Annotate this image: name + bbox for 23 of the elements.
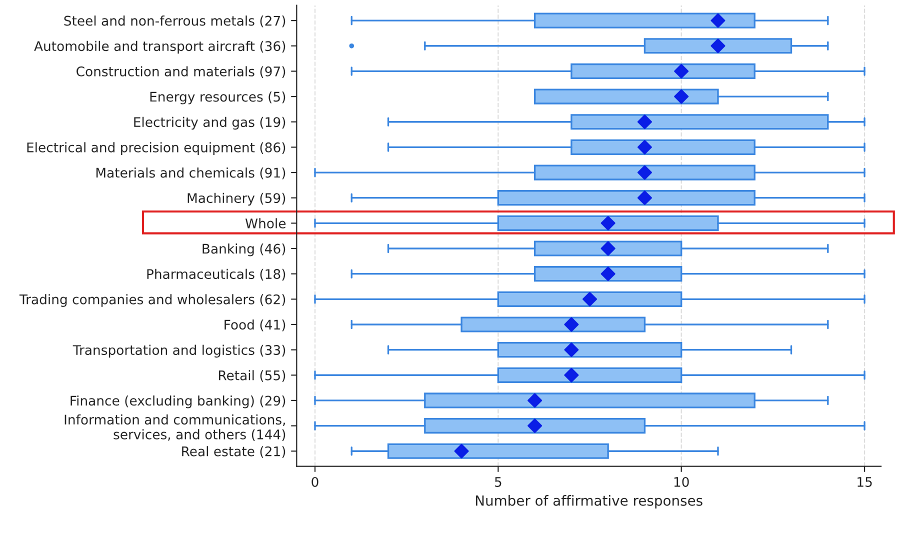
y-tick-label: Pharmaceuticals (18) [147, 268, 286, 281]
y-tick-label: Banking (46) [202, 243, 286, 256]
y-tick-label: Whole [245, 218, 286, 228]
y-tick-label: Information and communications, services, and others (144) [64, 414, 286, 441]
y-tick-label: Real estate (21) [182, 446, 286, 458]
x-tick-label: 5 [494, 477, 502, 487]
y-tick-label: Steel and non-ferrous metals (27) [64, 16, 286, 28]
y-tick-label: Retail (55) [218, 370, 286, 382]
y-tick-label: Food (41) [224, 319, 286, 332]
x-axis-title: Number of affirmative responses [476, 495, 702, 509]
x-tick-label: 0 [312, 476, 318, 487]
y-tick-label: Transportation and logistics (33) [72, 344, 286, 358]
y-tick-label: Machinery (59) [188, 192, 286, 206]
y-tick-label: Automobile and transport aircraft (36) [34, 40, 286, 54]
y-tick-label: Energy resources (5) [150, 92, 286, 104]
y-tick-label: Electrical and precision equipment (86) [27, 142, 286, 155]
x-tick-label: 10 [674, 476, 689, 487]
y-tick-label: Trading companies and wholesalers (62) [19, 294, 286, 307]
y-tick-label: Electricity and gas (19) [134, 116, 286, 130]
y-tick-label: Finance (excluding banking) (29) [70, 395, 286, 408]
y-tick-label: Construction and materials (97) [76, 66, 286, 78]
x-tick-label: 15 [858, 477, 872, 487]
y-tick-label: Materials and chemicals (91) [96, 168, 286, 180]
